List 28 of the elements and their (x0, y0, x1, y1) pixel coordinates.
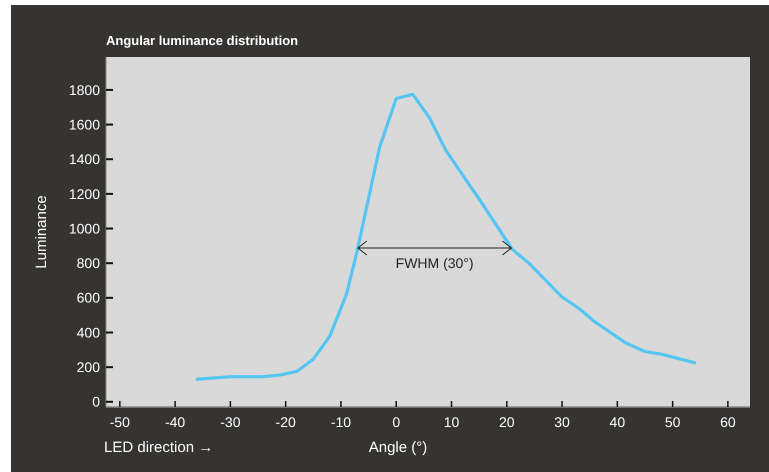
x-tick-label: 40 (610, 414, 626, 430)
x-axis-title: Angle (°) (368, 439, 428, 456)
y-tick-label: 1200 (68, 186, 100, 202)
y-tick-label: 1000 (68, 220, 100, 236)
x-tick-label: 20 (498, 414, 515, 430)
y-tick-label: 200 (76, 359, 100, 376)
y-tick-label: 0 (92, 394, 100, 410)
x-tick-label: -10 (330, 414, 352, 430)
x-tick-label: -50 (110, 414, 130, 430)
y-tick-label: 1600 (68, 116, 100, 132)
x-tick-label: 0 (392, 414, 400, 430)
y-tick-label: 1800 (68, 82, 100, 98)
y-axis-title: Luminance (33, 195, 50, 269)
x-tick-label: 50 (664, 414, 681, 430)
y-tick-label: 1400 (68, 151, 100, 168)
y-tick-label: 600 (76, 290, 100, 306)
x-tick-label: -20 (276, 414, 296, 430)
x-tick-label: 10 (444, 414, 460, 430)
y-tick-label: 400 (76, 324, 100, 340)
y-tick-label: 800 (76, 255, 100, 272)
text: LED direction → (104, 439, 214, 456)
annotation: FWHM (30°) (396, 255, 474, 272)
x-tick-label: -30 (220, 414, 241, 430)
chart-title: Angular luminance distribution (106, 33, 298, 48)
line-series (196, 92, 696, 381)
x-tick-label: 30 (554, 414, 570, 430)
x-tick-label: 60 (720, 414, 736, 430)
x-tick-label: -40 (164, 414, 186, 430)
